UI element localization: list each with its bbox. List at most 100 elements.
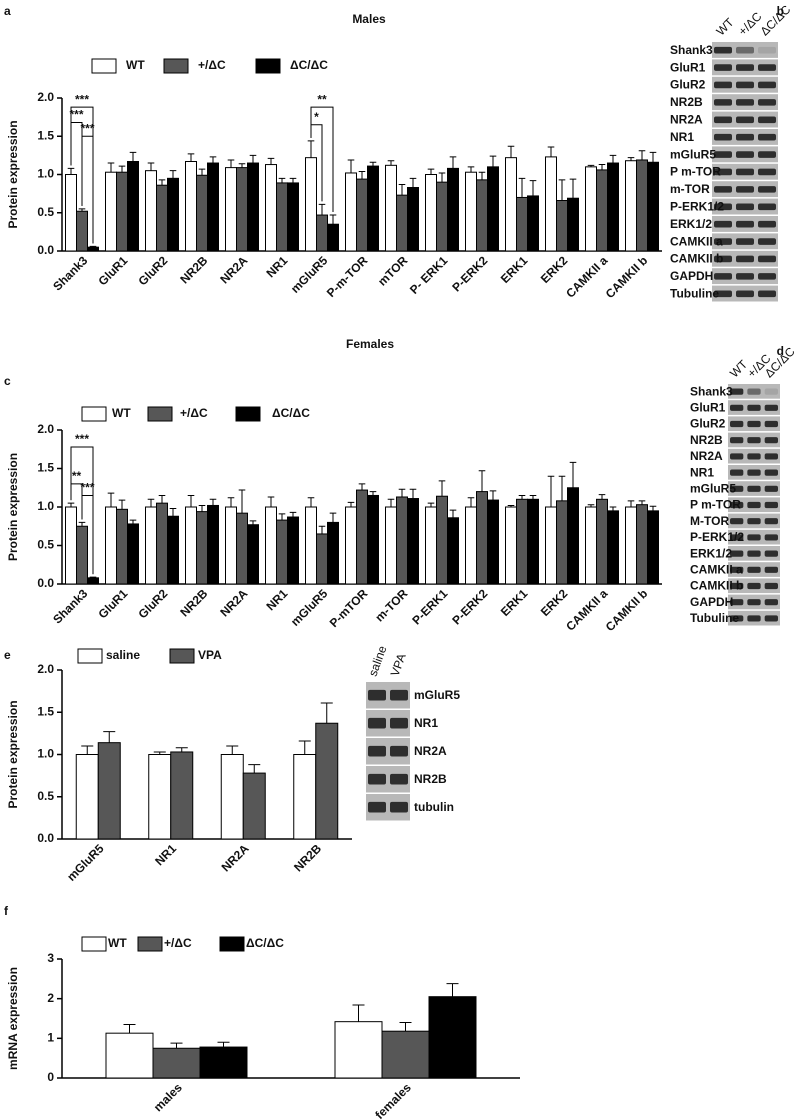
blot-band xyxy=(368,773,386,785)
blot-band xyxy=(764,534,778,541)
blot-band xyxy=(764,420,778,428)
lane-label: VPA xyxy=(388,652,409,679)
x-tick-label: females xyxy=(372,1080,414,1120)
x-tick-label: ERK2 xyxy=(538,253,571,286)
bar xyxy=(247,162,259,252)
blot-band xyxy=(390,689,408,701)
error-bar xyxy=(558,179,566,201)
blot-band xyxy=(714,46,732,54)
bar xyxy=(596,169,608,252)
error-bar xyxy=(352,1004,365,1022)
blot-band xyxy=(758,255,776,263)
bar xyxy=(607,162,619,252)
blot-band xyxy=(730,388,744,395)
x-tick-label: mGluR5 xyxy=(288,586,331,629)
bar xyxy=(356,489,368,585)
blot-band xyxy=(747,388,761,395)
bar xyxy=(236,167,248,252)
y-tick-label: 0 xyxy=(47,1070,54,1084)
legend-swatch xyxy=(163,58,189,74)
blot-band xyxy=(764,388,778,395)
blot-row-label: Shank3 xyxy=(690,384,733,398)
bar xyxy=(334,1021,383,1079)
x-tick-label: P- ERK1 xyxy=(407,253,451,297)
y-tick-label: 1.5 xyxy=(37,461,54,475)
bar xyxy=(196,174,208,252)
blot-band xyxy=(736,255,754,263)
bar xyxy=(305,506,317,585)
x-tick-label: P-mTOR xyxy=(327,586,371,630)
panel-label: d xyxy=(777,344,784,358)
blot-band xyxy=(747,404,761,411)
error-bar xyxy=(307,140,315,158)
bar xyxy=(156,184,168,252)
blot-band xyxy=(747,566,761,573)
y-axis-label: Protein expression xyxy=(6,453,20,561)
blot-band xyxy=(736,151,754,158)
bar xyxy=(65,174,77,252)
y-tick-label: 3 xyxy=(47,951,54,965)
blot-row-label: NR2A xyxy=(414,744,447,758)
panel-label: c xyxy=(4,374,11,388)
bar xyxy=(556,200,568,252)
blot-band xyxy=(730,420,744,428)
error-bar xyxy=(569,178,577,199)
error-bar xyxy=(217,1041,230,1048)
bar xyxy=(170,751,194,840)
bar xyxy=(265,164,277,252)
error-bar xyxy=(467,497,475,507)
legend-swatch xyxy=(235,406,261,422)
x-tick-label: males xyxy=(151,1080,185,1114)
blot-band xyxy=(764,404,778,411)
blot-band xyxy=(736,203,754,211)
blot-band xyxy=(747,420,761,428)
y-tick-label: 1.5 xyxy=(37,704,54,718)
blot-band xyxy=(730,566,744,573)
error-bar xyxy=(329,214,337,225)
x-tick-label: GluR2 xyxy=(135,253,170,288)
bar xyxy=(465,506,477,585)
error-bar xyxy=(89,576,97,578)
error-bar xyxy=(347,501,355,507)
error-bar xyxy=(387,498,395,507)
bar xyxy=(607,510,619,585)
blot-band xyxy=(758,238,776,245)
y-tick-label: 1.5 xyxy=(37,128,54,142)
x-tick-label: P-ERK1 xyxy=(409,586,450,627)
blot-row-label: GluR1 xyxy=(670,60,706,74)
blot-band xyxy=(764,453,778,460)
blot-row-label: mGluR5 xyxy=(670,147,716,161)
bar xyxy=(585,506,597,585)
legend-swatch xyxy=(81,406,107,422)
error-bar xyxy=(438,480,446,497)
blot-band xyxy=(368,689,386,701)
blot-band xyxy=(736,64,754,71)
bar xyxy=(396,194,408,252)
blot-band xyxy=(390,717,408,729)
x-tick-label: Shank3 xyxy=(50,253,90,293)
bar xyxy=(105,171,117,252)
bar xyxy=(436,181,448,252)
error-bar xyxy=(170,1042,183,1049)
blot-band xyxy=(714,81,732,89)
blot-band xyxy=(736,168,754,176)
blot-row-label: mGluR5 xyxy=(414,688,460,702)
error-bar xyxy=(446,983,459,997)
blot-band xyxy=(758,151,776,158)
blot-row-label: GluR2 xyxy=(670,78,706,92)
legend-label: WT xyxy=(108,936,127,950)
bar xyxy=(127,160,139,252)
blot-band xyxy=(747,599,761,606)
bar xyxy=(487,499,499,585)
blot-band xyxy=(764,550,778,557)
error-bar xyxy=(638,150,646,160)
western-blot: bWT+/ΔCΔC/ΔCShank3GluR1GluR2NR2BNR2ANR1m… xyxy=(670,2,794,302)
bar xyxy=(385,506,397,585)
blot-row-label: ERK1/2 xyxy=(670,217,712,231)
error-bar xyxy=(227,159,235,168)
blot-row-label: tubulin xyxy=(414,800,454,814)
blot-band xyxy=(758,168,776,176)
blot-row-label: GluR2 xyxy=(690,417,726,431)
blot-band xyxy=(758,133,776,141)
bar xyxy=(647,510,659,585)
